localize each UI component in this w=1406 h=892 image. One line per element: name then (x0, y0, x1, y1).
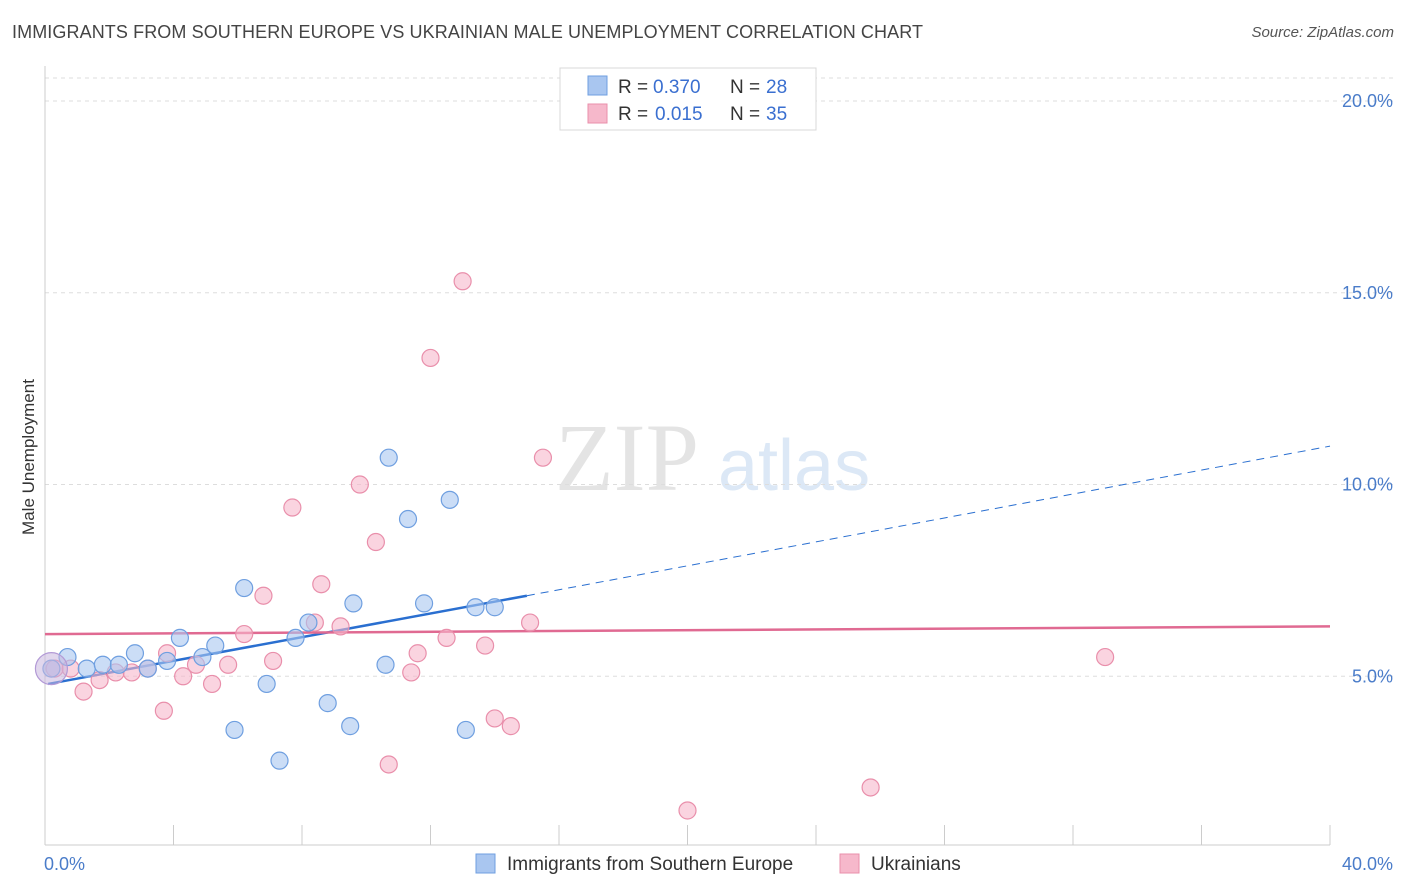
tick-labels: 5.0% 10.0% 15.0% 20.0% 0.0% 40.0% (44, 91, 1393, 874)
legend-r-value-2: 0.015 (655, 104, 703, 125)
point-pink-19 (331, 617, 350, 636)
bottom-legend-label-1: Immigrants from Southern Europe (507, 854, 793, 875)
legend-r-value-1: 0.370 (653, 77, 701, 98)
point-blue-14 (270, 751, 289, 770)
point-blue-16 (299, 613, 318, 632)
point-pink-11 (202, 674, 222, 694)
point-blue-13 (257, 674, 276, 694)
point-blue-22 (398, 509, 418, 529)
point-pink-7 (154, 701, 173, 720)
point-pink-25 (421, 348, 440, 368)
data-points (34, 272, 1115, 820)
bottom-legend-swatch-blue (475, 853, 496, 874)
point-pink-2 (74, 682, 93, 701)
point-pink-28 (476, 636, 495, 655)
point-pink-35 (1096, 647, 1115, 667)
point-blue-5 (125, 644, 145, 663)
bottom-legend: Immigrants from Southern Europe Ukrainia… (475, 853, 961, 875)
watermark: ZIP atlas (555, 404, 870, 511)
trend-line-blue-extension (526, 445, 1331, 597)
point-blue-15 (286, 628, 305, 648)
point-pink-34 (861, 778, 880, 797)
point-blue-3 (93, 655, 112, 674)
point-blue-11 (225, 720, 244, 740)
point-blue-18 (341, 717, 360, 736)
point-blue-25 (456, 720, 475, 740)
point-cluster-origin (34, 651, 69, 686)
point-pink-21 (366, 532, 385, 552)
point-blue-19 (344, 594, 363, 613)
y-tick-label-5: 5.0% (1352, 666, 1393, 686)
point-blue-9 (193, 647, 212, 667)
point-pink-22 (379, 755, 398, 774)
bottom-legend-label-2: Ukrainians (871, 854, 961, 875)
point-pink-32 (533, 448, 553, 467)
y-tick-label-15: 15.0% (1342, 283, 1393, 303)
point-pink-33 (678, 801, 697, 820)
chart-title: IMMIGRANTS FROM SOUTHERN EUROPE VS UKRAI… (12, 22, 924, 42)
point-blue-26 (466, 598, 485, 617)
watermark-zip: ZIP (555, 404, 699, 511)
point-pink-31 (520, 613, 540, 632)
legend-n-label-2: N = (730, 104, 760, 125)
x-tick-label-start: 0.0% (44, 854, 85, 874)
point-pink-14 (254, 586, 273, 605)
y-axis-label: Male Unemployment (19, 379, 38, 535)
point-blue-17 (318, 694, 337, 713)
point-pink-16 (283, 498, 302, 517)
point-pink-27 (453, 272, 472, 291)
point-pink-26 (437, 628, 456, 648)
x-tick-label-end: 40.0% (1342, 854, 1393, 874)
legend-swatch-blue (587, 75, 608, 96)
axes (44, 66, 1331, 846)
legend-n-label-1: N = (730, 77, 760, 98)
point-blue-20 (376, 655, 395, 674)
point-pink-18 (312, 575, 331, 594)
trend-line-pink (44, 625, 1331, 636)
source-label: Source: ZipAtlas.com (1251, 24, 1394, 41)
point-blue-27 (485, 598, 504, 617)
point-pink-30 (501, 717, 520, 736)
point-pink-20 (350, 475, 369, 494)
point-blue-24 (440, 490, 459, 509)
point-pink-29 (485, 709, 504, 728)
point-blue-2 (77, 659, 96, 678)
point-blue-8 (170, 628, 190, 648)
point-blue-10 (206, 636, 225, 655)
legend: R = 0.370 N = 28 R = 0.015 N = 35 (559, 67, 817, 131)
legend-n-value-1: 28 (766, 77, 787, 98)
y-tick-label-10: 10.0% (1342, 475, 1393, 495)
legend-r-label-1: R = (618, 77, 648, 98)
legend-swatch-pink (587, 103, 608, 124)
point-blue-23 (414, 594, 434, 613)
point-pink-23 (402, 663, 421, 682)
point-blue-21 (379, 448, 398, 467)
point-pink-24 (408, 644, 427, 663)
point-pink-15 (263, 651, 283, 671)
point-pink-9 (174, 667, 193, 686)
point-blue-6 (138, 659, 157, 678)
point-blue-4 (109, 655, 128, 674)
y-tick-label-20: 20.0% (1342, 91, 1393, 111)
watermark-atlas: atlas (718, 426, 870, 506)
bottom-legend-swatch-pink (839, 853, 860, 874)
point-pink-13 (235, 624, 254, 644)
legend-n-value-2: 35 (766, 104, 787, 125)
legend-r-label-2: R = (618, 104, 648, 125)
point-pink-12 (219, 655, 238, 674)
point-blue-12 (235, 578, 254, 598)
point-blue-7 (157, 651, 177, 671)
